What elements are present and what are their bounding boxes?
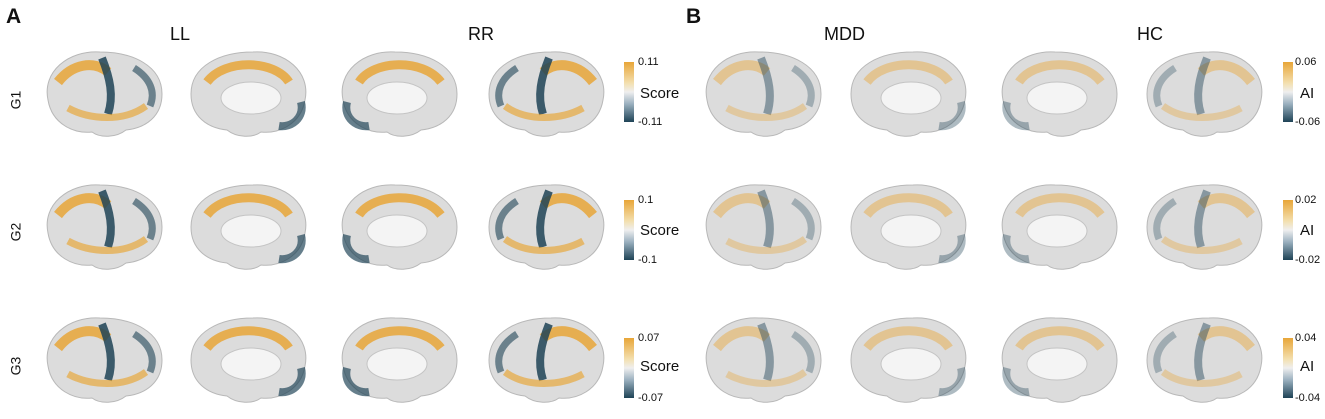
brain-a-row2-lateral-right: [488, 184, 605, 270]
brain-b-row3-lateral-left: [705, 317, 822, 403]
brain-b-row1-lateral-left: [705, 51, 822, 137]
colorbar-b-g2-max: 0.02: [1295, 194, 1317, 206]
colorbar-a-g2-min: -0.1: [638, 254, 657, 266]
colorbar-a-g3-max: 0.07: [638, 332, 660, 344]
colorbar-a-g2-label: Score: [640, 222, 680, 239]
colorbar-a-g3-label: Score: [640, 358, 680, 375]
column-title-rr: RR: [468, 24, 494, 44]
row-label-g3: G3: [7, 356, 24, 376]
brain-a-row1-medial-left: [190, 51, 307, 137]
colorbar-b-g1-min: -0.06: [1295, 116, 1321, 128]
row-label-g1: G1: [7, 90, 24, 110]
brain-a-row2-medial-left: [190, 184, 307, 270]
colorbar-a-g3-min: -0.07: [638, 392, 664, 404]
colorbar-b-g3: [1283, 338, 1293, 398]
brain-b-row2-medial-right: [1001, 184, 1118, 270]
brain-a-row2-lateral-left: [46, 184, 163, 270]
colorbar-b-g2-min: -0.02: [1295, 254, 1321, 266]
colorbar-b-g1-max: 0.06: [1295, 56, 1317, 68]
colorbar-b-g3-min: -0.04: [1295, 392, 1321, 404]
brain-a-row1-lateral-right: [488, 51, 605, 137]
brain-b-row3-lateral-right: [1146, 317, 1263, 403]
panel-letter-b: B: [686, 5, 702, 28]
brain-a-row1-medial-right: [341, 51, 458, 137]
colorbar-a-g1: [624, 62, 634, 122]
brain-b-row1-medial-right: [1001, 51, 1118, 137]
column-title-hc: HC: [1137, 24, 1163, 44]
brain-b-row1-lateral-right: [1146, 51, 1263, 137]
row-label-g2: G2: [7, 222, 24, 242]
brain-a-row2-medial-right: [341, 184, 458, 270]
colorbar-a-g3: [624, 338, 634, 398]
colorbar-b-g2-label: AI: [1300, 222, 1315, 239]
colorbar-a-g1-max: 0.11: [638, 56, 659, 68]
brain-a-row3-lateral-left: [46, 317, 163, 403]
colorbar-b-g2: [1283, 200, 1293, 260]
colorbar-a-g2: [624, 200, 634, 260]
column-title-ll: LL: [170, 24, 191, 44]
brain-b-row2-lateral-right: [1146, 184, 1263, 270]
brain-a-row3-medial-right: [341, 317, 458, 403]
colorbar-a-g1-label: Score: [640, 85, 680, 102]
column-title-mdd: MDD: [824, 24, 865, 44]
brain-b-row2-medial-left: [850, 184, 967, 270]
brain-b-row2-lateral-left: [705, 184, 822, 270]
colorbar-b-g1-label: AI: [1300, 85, 1315, 102]
colorbar-b-g3-max: 0.04: [1295, 332, 1317, 344]
colorbar-a-g2-max: 0.1: [638, 194, 654, 206]
panel-letter-a: A: [6, 5, 22, 28]
brain-b-row3-medial-left: [850, 317, 967, 403]
brain-a-row3-lateral-right: [488, 317, 605, 403]
brain-b-row3-medial-right: [1001, 317, 1118, 403]
brain-a-row1-lateral-left: [46, 51, 163, 137]
brain-b-row1-medial-left: [850, 51, 967, 137]
colorbar-b-g3-label: AI: [1300, 358, 1315, 375]
colorbar-a-g1-min: -0.11: [638, 116, 663, 128]
brain-a-row3-medial-left: [190, 317, 307, 403]
colorbar-b-g1: [1283, 62, 1293, 122]
